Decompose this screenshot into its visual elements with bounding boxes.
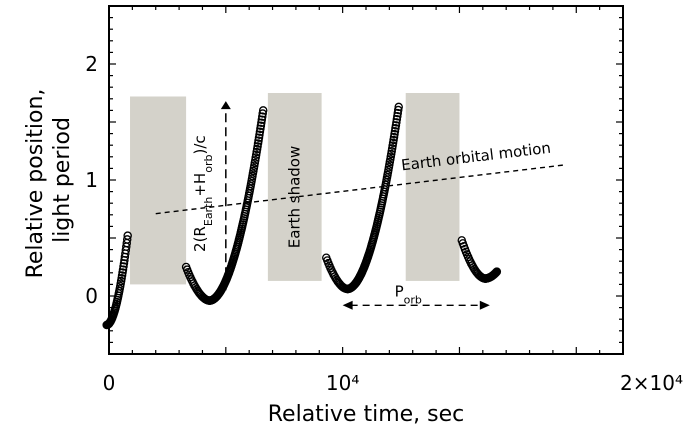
data-point [257,118,266,128]
tick-labels: 0 10⁴ 2×10⁴ 0 1 2 [85,52,683,395]
y-axis-title-line1: Relative position, [23,89,48,279]
x-tick-label: 0 [103,371,116,395]
data-point [117,271,127,280]
period-arrow [342,300,490,310]
data-point [118,268,127,277]
trend-line [155,164,565,215]
data-point [393,105,403,115]
height-annotation-sub2: orb [201,155,214,173]
period-label-main: P [395,282,404,300]
data-point [394,102,403,112]
data-point [392,115,402,124]
data-points [102,102,502,330]
data-point [255,127,265,137]
data-point [391,121,401,130]
shadow-band [130,96,187,285]
shadow-band [267,93,322,281]
data-point [119,262,128,271]
height-arrow [220,101,231,291]
shadow-label: Earth shadow [286,146,304,248]
y-tick-label: 2 [85,52,98,76]
shadow-bands [130,93,460,285]
data-point [118,265,128,274]
y-axis-title: Relative position, light period [23,82,75,279]
period-label: Porb [395,282,422,306]
data-point [122,235,132,244]
period-arrow-head-left [342,300,353,310]
height-arrow-head [220,101,231,110]
height-annotation-main: 2(R [191,226,209,252]
period-label-sub: orb [404,293,422,306]
data-point [257,115,267,124]
axis-ticks [108,5,624,355]
height-annotation-sub1: Earth [201,197,214,227]
data-point [393,111,402,121]
data-point [256,124,265,134]
data-point [258,112,267,121]
data-point [123,231,132,240]
x-tick-label: 10⁴ [326,371,359,395]
data-point [389,132,399,142]
x-axis-title: Relative time, sec [268,402,465,427]
height-annotation-plus: +H [191,173,209,197]
data-point [391,124,400,133]
plot-frame [108,5,624,355]
y-axis-title-line2: light period [50,117,75,243]
data-point [253,139,263,148]
data-point [255,130,264,140]
data-point [492,267,502,276]
data-point [389,135,398,145]
shadow-band [405,93,460,281]
period-arrow-head-right [479,300,490,310]
data-point [254,136,263,145]
height-annotation: 2(REarth+Horb)/c [191,135,215,252]
data-point [390,129,399,139]
data-point [256,121,266,131]
data-point [393,108,403,118]
height-annotation-tail: )/c [191,135,209,154]
data-point [254,133,264,142]
data-point [258,109,267,118]
data-point [390,127,400,136]
data-point [258,106,268,115]
y-tick-label: 1 [85,168,98,192]
y-tick-label: 0 [85,284,98,308]
x-tick-label: 2×10⁴ [620,371,683,395]
data-point [392,118,401,127]
